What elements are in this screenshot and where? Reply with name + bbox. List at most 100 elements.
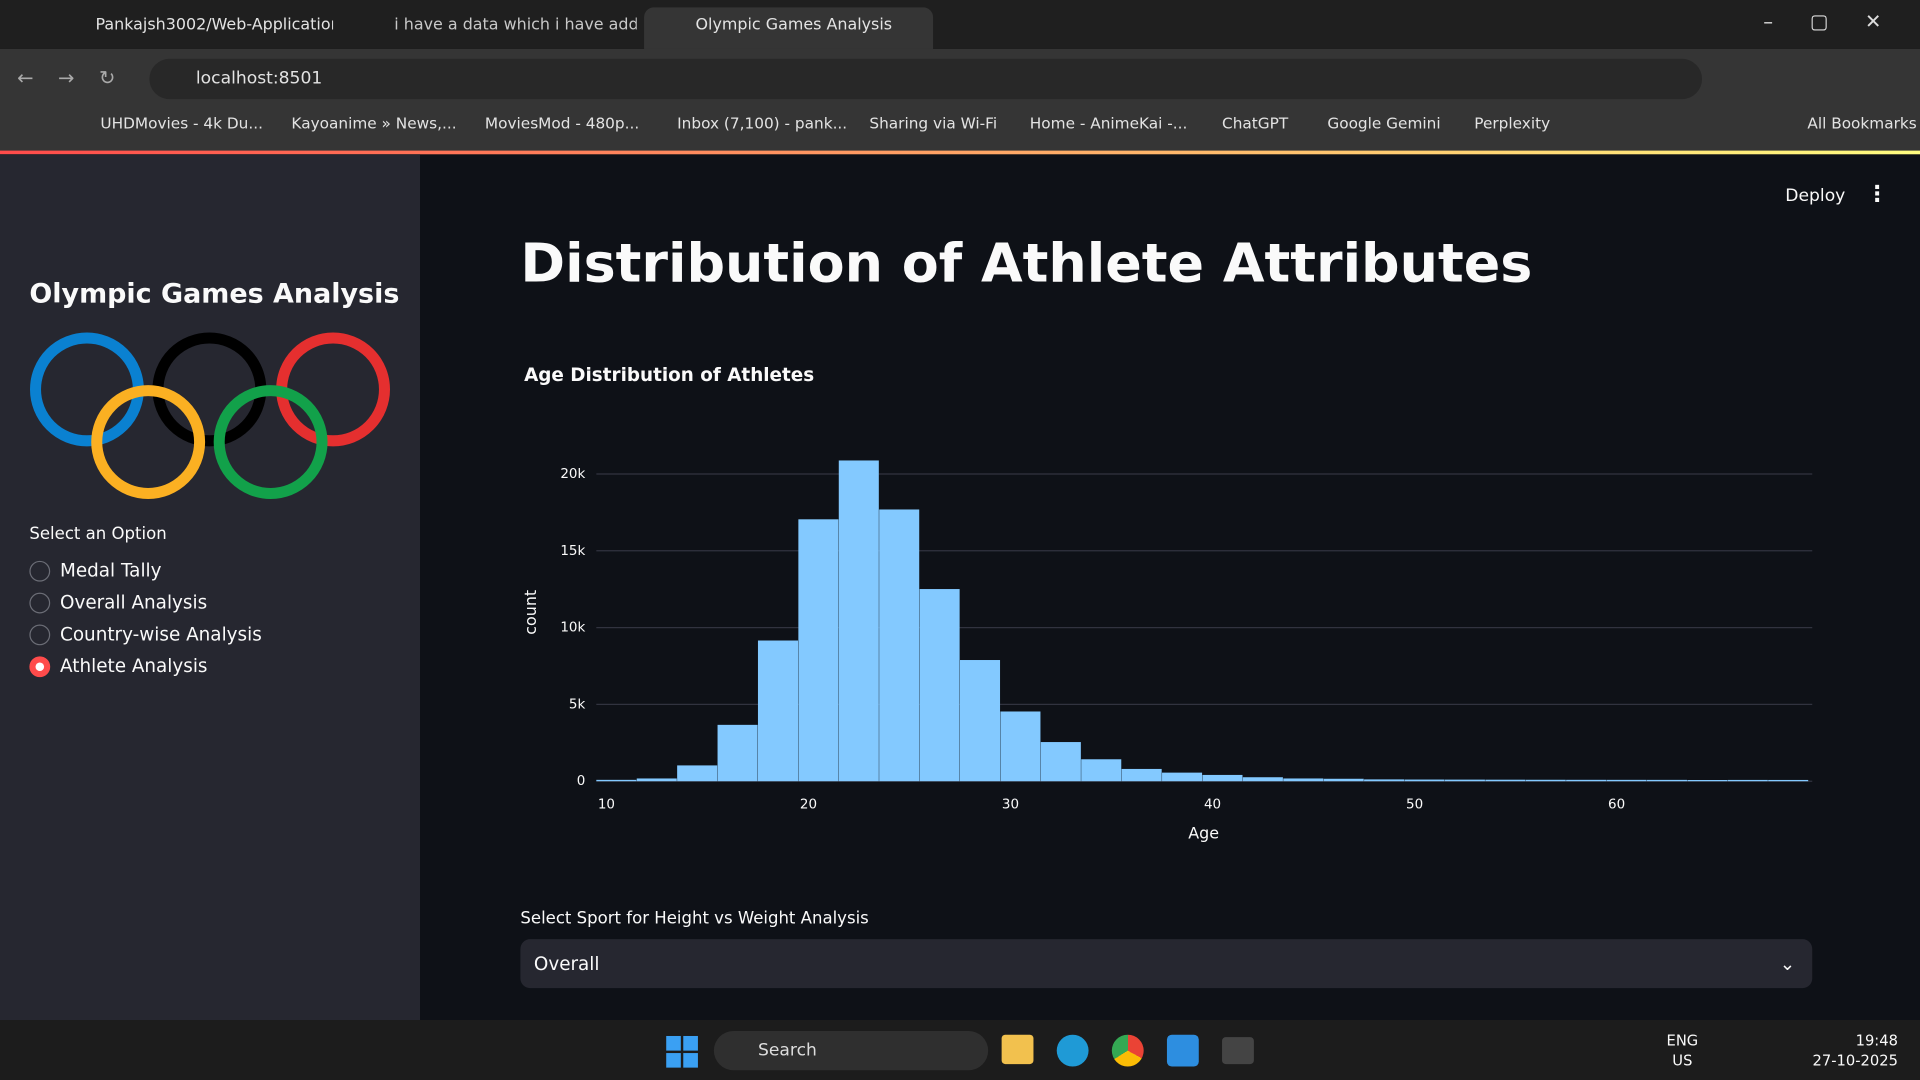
y-tick-label: 10k bbox=[560, 621, 585, 636]
language[interactable]: ENG US bbox=[1667, 1031, 1699, 1070]
bar bbox=[1606, 779, 1647, 782]
bookmark[interactable]: Inbox (7,100) - pank... bbox=[677, 113, 848, 133]
tab[interactable]: Pankajsh3002/Web-Application bbox=[44, 7, 334, 49]
bar bbox=[1687, 780, 1728, 782]
bar bbox=[1364, 779, 1405, 782]
y-axis-label: count bbox=[521, 590, 540, 635]
bar bbox=[1404, 779, 1445, 782]
select-label: Select Sport for Height vs Weight Analys… bbox=[520, 908, 869, 929]
bar bbox=[919, 589, 960, 782]
x-tick-label: 60 bbox=[1608, 797, 1625, 812]
explorer-icon[interactable] bbox=[1001, 1034, 1034, 1065]
tab-title: Olympic Games Analysis bbox=[695, 15, 893, 35]
window-controls[interactable]: –▢✕ bbox=[1763, 9, 1919, 34]
all-bookmarks[interactable]: All Bookmarks bbox=[1807, 113, 1917, 133]
header-decoration bbox=[0, 150, 1920, 155]
chart-title: Age Distribution of Athletes bbox=[524, 365, 814, 386]
sidebar-title: Olympic Games Analysis bbox=[29, 279, 400, 310]
nav-buttons[interactable]: ←→↻ bbox=[17, 66, 140, 90]
bar bbox=[1566, 779, 1607, 782]
bar bbox=[1323, 778, 1364, 782]
radio-button[interactable] bbox=[29, 560, 51, 582]
bar bbox=[1242, 777, 1283, 782]
bar bbox=[798, 519, 839, 782]
bar bbox=[1444, 779, 1485, 782]
radio-button[interactable] bbox=[29, 624, 51, 646]
bar bbox=[677, 765, 718, 782]
tab[interactable]: i have a data which i have adde bbox=[343, 7, 637, 49]
bar bbox=[838, 460, 879, 782]
chrome-icon[interactable] bbox=[1111, 1034, 1144, 1067]
bookmark[interactable]: ChatGPT bbox=[1222, 113, 1289, 133]
radio-button[interactable] bbox=[29, 656, 51, 678]
select-value: Overall bbox=[533, 952, 600, 975]
bookmark[interactable]: UHDMovies - 4k Du... bbox=[100, 113, 263, 133]
bar bbox=[1283, 778, 1324, 782]
radio-option[interactable]: Medal Tally bbox=[60, 559, 162, 582]
bookmark[interactable]: Google Gemini bbox=[1327, 113, 1441, 133]
bookmark[interactable]: MoviesMod - 480p... bbox=[484, 113, 640, 133]
x-tick-label: 30 bbox=[1002, 797, 1019, 812]
y-tick-label: 15k bbox=[560, 544, 585, 559]
radio-label: Select an Option bbox=[29, 524, 167, 544]
y-tick-label: 20k bbox=[560, 467, 585, 482]
lang: ENG bbox=[1666, 1032, 1699, 1050]
start-button[interactable] bbox=[666, 1035, 698, 1068]
url: localhost:8501 bbox=[195, 68, 323, 89]
tab[interactable]: Olympic Games Analysis bbox=[644, 7, 934, 49]
bar bbox=[717, 724, 758, 782]
bookmark[interactable]: Sharing via Wi-Fi bbox=[869, 113, 998, 133]
bookmark[interactable]: Kayoanime » News,... bbox=[291, 113, 457, 133]
olympic-rings bbox=[29, 332, 391, 499]
date: 27-10-2025 bbox=[1812, 1051, 1898, 1069]
bar bbox=[1162, 772, 1203, 782]
radio-option[interactable]: Overall Analysis bbox=[60, 591, 208, 614]
tab-title: Pankajsh3002/Web-Application bbox=[95, 15, 334, 35]
bar bbox=[879, 509, 920, 782]
y-tick-label: 0 bbox=[577, 774, 586, 789]
time: 19:48 bbox=[1855, 1032, 1898, 1050]
bar bbox=[1485, 779, 1526, 782]
histogram-chart: Age Distribution of Athletes Age count 0… bbox=[521, 365, 1813, 842]
page-heading: Distribution of Athlete Attributes bbox=[520, 232, 1533, 296]
bar bbox=[1525, 779, 1566, 782]
bar bbox=[1081, 759, 1122, 782]
bar bbox=[1202, 774, 1243, 782]
x-tick-label: 20 bbox=[800, 797, 817, 812]
search-text: Search bbox=[757, 1040, 817, 1061]
x-tick-label: 50 bbox=[1406, 797, 1423, 812]
clock[interactable]: 19:48 27-10-2025 bbox=[1812, 1031, 1898, 1070]
bar bbox=[636, 778, 677, 782]
bar bbox=[1768, 779, 1809, 782]
bar bbox=[1727, 779, 1768, 782]
menu-button[interactable]: ⋮ bbox=[1866, 181, 1889, 207]
bar bbox=[1646, 779, 1687, 782]
deploy-button[interactable]: Deploy bbox=[1785, 186, 1846, 206]
tab-title: i have a data which i have adde bbox=[394, 15, 637, 35]
bar bbox=[1000, 711, 1041, 782]
vscode-icon[interactable] bbox=[1166, 1034, 1199, 1067]
tab-bar bbox=[0, 0, 1920, 49]
bar bbox=[757, 640, 798, 782]
sport-select[interactable]: Overall ⌄ bbox=[520, 939, 1813, 989]
bar bbox=[1040, 742, 1081, 782]
bar bbox=[1121, 768, 1162, 782]
x-tick-label: 10 bbox=[598, 797, 615, 812]
region: US bbox=[1672, 1051, 1693, 1069]
bookmark[interactable]: Perplexity bbox=[1474, 113, 1551, 133]
radio-option[interactable]: Country-wise Analysis bbox=[60, 623, 262, 646]
bar bbox=[960, 660, 1001, 782]
radio-option[interactable]: Athlete Analysis bbox=[60, 655, 208, 678]
sidebar bbox=[0, 154, 420, 1021]
bookmark[interactable]: Home - AnimeKai -... bbox=[1029, 113, 1188, 133]
bar bbox=[596, 779, 637, 782]
x-axis-label: Age bbox=[1188, 823, 1219, 842]
terminal-icon[interactable] bbox=[1222, 1037, 1254, 1065]
address-bar[interactable]: localhost:8501 bbox=[149, 58, 1703, 100]
radio-button[interactable] bbox=[29, 592, 51, 614]
edge-icon[interactable] bbox=[1056, 1034, 1089, 1067]
y-tick-label: 5k bbox=[569, 697, 586, 712]
taskbar-search[interactable]: Search bbox=[713, 1031, 989, 1071]
